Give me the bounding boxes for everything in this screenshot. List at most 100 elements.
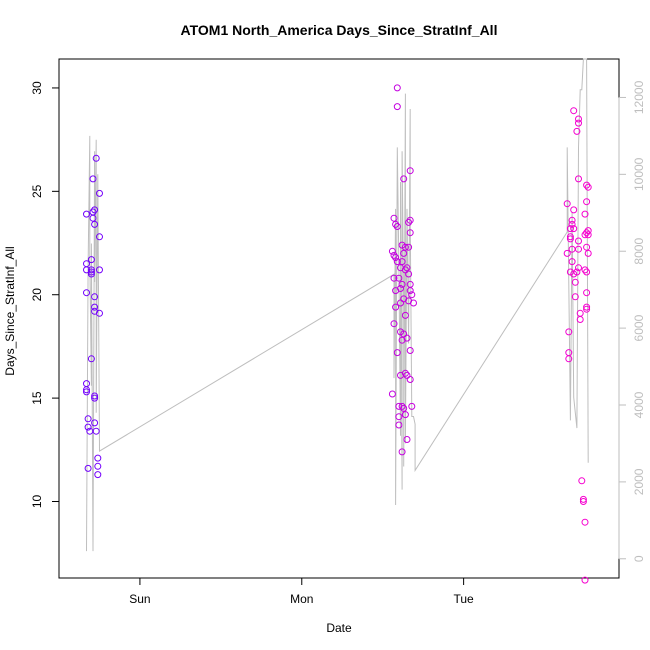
y-tick-label: 25 [30,184,44,198]
data-point [91,394,99,402]
data-point [398,448,406,456]
data-point [392,220,400,228]
data-point [584,249,592,257]
data-point [583,268,591,276]
data-point [571,278,579,286]
data-point [575,264,582,272]
data-point [398,258,406,266]
x-tick-label: Sun [129,592,150,606]
data-point [87,266,95,274]
data-point [565,328,573,336]
y2-tick-label: 6000 [632,314,646,341]
data-point [578,477,586,485]
data-point [94,462,102,470]
x-axis-label: Date [326,621,352,635]
data-point [583,305,591,313]
data-point [410,299,417,307]
data-point [91,206,99,214]
data-point [568,258,576,266]
y2-tick-label: 0 [632,555,646,562]
data-point [568,220,576,228]
data-point [89,214,97,222]
data-point [573,268,581,276]
data-point [405,218,413,226]
data-point [96,189,103,197]
data-point [89,175,97,183]
data-point [390,274,398,282]
data-point [406,347,414,354]
data-point [84,464,92,472]
point-layer [83,84,592,584]
data-point [393,258,401,266]
data-point [579,498,587,505]
data-point [390,251,398,259]
data-point [393,349,401,357]
data-point [566,233,574,241]
data-point [91,392,99,400]
data-point [565,355,573,363]
data-point [403,436,411,443]
data-point [581,518,589,526]
data-point [584,227,592,235]
data-point [563,249,571,257]
data-point [570,107,578,115]
data-point [566,225,574,233]
data-point [94,471,102,479]
data-point [575,175,582,183]
data-point [568,216,576,224]
data-point [408,291,416,299]
data-point [87,355,95,363]
data-point [583,229,591,237]
y2-tick-label: 8000 [632,238,646,265]
data-point [584,183,592,191]
data-point [84,423,92,431]
y2-tick-label: 10000 [632,157,646,191]
data-point [570,206,578,214]
axis-layer: Sun Mon Tue 10 15 20 25 30 0 2000 4000 6000 8000 1000… [30,80,646,606]
data-point [398,402,406,410]
data-point [91,419,99,427]
data-point [563,200,571,208]
data-point [83,388,90,396]
data-point [401,411,409,419]
data-point [395,413,403,421]
data-point [573,127,581,135]
data-point [397,285,404,292]
data-point [583,243,591,251]
data-point [584,231,592,239]
chart-title: ATOM1 North_America Days_Since_StratInf_… [181,22,498,38]
data-point [393,84,401,92]
y2-tick-label: 4000 [632,391,646,418]
data-point [575,245,582,253]
data-point [403,264,411,272]
data-point [395,421,403,429]
data-point [91,293,99,301]
data-point [94,454,102,462]
data-point [571,293,579,301]
data-point [583,303,591,311]
x-tick-label: Tue [454,592,475,606]
data-point [579,495,587,503]
data-point [403,334,411,342]
data-point [406,376,414,383]
data-point [405,270,413,278]
data-point [398,280,406,288]
y2-tick-label: 2000 [632,468,646,495]
data-point [388,390,396,398]
y-tick-label: 30 [30,81,44,95]
data-point [406,216,414,224]
data-point [401,243,409,251]
data-point [400,404,408,412]
y-axis-label: Days_Since_StratInf_All [3,246,17,375]
data-point [393,223,401,230]
data-point [406,167,414,175]
data-point [390,214,398,222]
data-point [575,115,582,123]
data-point [96,309,103,317]
data-point [583,181,591,189]
data-point [392,303,400,311]
data-point [583,289,591,297]
y2-tick-label: 12000 [632,80,646,114]
data-point [96,233,103,241]
